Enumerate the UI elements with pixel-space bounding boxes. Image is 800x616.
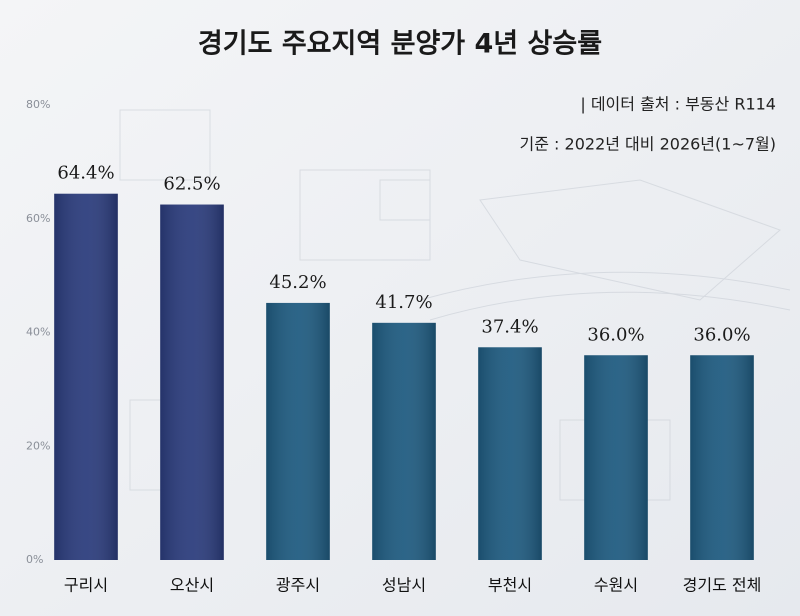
bar-shade	[266, 302, 330, 560]
x-tick-label: 수원시	[594, 576, 638, 595]
bar-shade	[584, 355, 648, 560]
bar-shade	[478, 347, 542, 560]
y-tick-label: 20%	[26, 439, 50, 452]
bar-shade	[54, 193, 118, 560]
basis-note: 기준 : 2022년 대비 2026년(1~7월)	[520, 135, 776, 154]
x-tick-label: 성남시	[382, 576, 426, 595]
bar-shade	[690, 355, 754, 560]
y-tick-label: 0%	[26, 553, 43, 566]
bar-shade	[160, 204, 224, 560]
bar-shade	[372, 322, 436, 560]
value-label: 37.4%	[481, 316, 538, 337]
source-note: | 데이터 출처 : 부동산 R114	[580, 95, 776, 114]
chart-title: 경기도 주요지역 분양가 4년 상승률	[198, 29, 602, 60]
value-label: 36.0%	[587, 324, 644, 345]
value-label: 62.5%	[163, 174, 220, 195]
value-label: 64.4%	[57, 163, 114, 184]
value-label: 45.2%	[269, 272, 326, 293]
x-tick-label: 경기도 전체	[683, 576, 762, 595]
value-label: 36.0%	[693, 324, 750, 345]
x-tick-label: 구리시	[64, 576, 108, 595]
y-tick-label: 60%	[26, 212, 50, 225]
x-tick-label: 광주시	[276, 576, 320, 595]
y-tick-label: 40%	[26, 326, 50, 339]
value-label: 41.7%	[375, 292, 432, 313]
x-tick-label: 오산시	[170, 576, 214, 595]
x-tick-label: 부천시	[488, 576, 532, 595]
y-tick-label: 80%	[26, 98, 50, 111]
